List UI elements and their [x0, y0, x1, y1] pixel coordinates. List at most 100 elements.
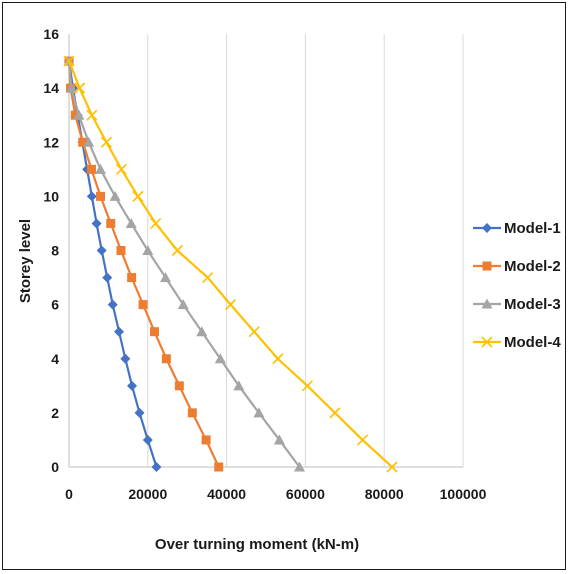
data-point-model-3: [293, 461, 305, 472]
x-marker-stroke: [171, 244, 183, 257]
data-point-model-4: [356, 434, 369, 446]
data-point-model-2: [127, 273, 137, 283]
data-point-model-4: [115, 163, 127, 175]
data-point-model-1: [151, 462, 162, 472]
y-tick-label: 10: [43, 188, 59, 204]
data-point-model-4: [301, 380, 313, 392]
series-lines: [63, 55, 398, 473]
series-model-4: [63, 55, 398, 473]
series-model-3: [63, 55, 305, 472]
series-line-model-4: [67, 60, 393, 468]
legend-item-model-1: Model-1: [473, 220, 561, 237]
data-point-model-2: [187, 408, 197, 418]
data-point-model-4: [100, 136, 112, 148]
y-tick-label: 0: [51, 459, 59, 475]
axes: [68, 34, 463, 468]
y-tick-label: 12: [43, 134, 59, 150]
data-point-model-4: [329, 407, 341, 419]
data-point-model-3: [65, 82, 77, 93]
x-marker-stroke: [301, 380, 313, 392]
series-line-model-2: [67, 60, 220, 468]
data-point-model-1: [114, 326, 125, 337]
x-marker-stroke: [63, 55, 75, 67]
data-point-model-4: [202, 271, 214, 284]
data-point-model-4: [386, 461, 398, 473]
x-tick-label: 40000: [207, 486, 246, 502]
legend-item-model-4: Model-4: [473, 334, 561, 351]
x-marker-stroke: [115, 163, 127, 175]
data-point-model-2: [201, 435, 211, 445]
data-point-model-3: [73, 109, 85, 120]
data-point-model-4: [132, 190, 144, 202]
data-point-model-3: [142, 245, 154, 255]
data-point-model-4: [248, 326, 260, 338]
data-point-model-2: [106, 218, 116, 228]
data-point-model-3: [109, 190, 121, 201]
data-point-model-2: [214, 462, 224, 472]
data-point-model-3: [160, 272, 172, 283]
x-tick-label: 0: [65, 486, 73, 502]
legend-label: Model-2: [504, 258, 561, 275]
x-marker-stroke: [132, 190, 144, 202]
data-point-model-4: [86, 109, 98, 121]
x-marker-stroke: [202, 271, 214, 284]
y-tick-label: 6: [51, 297, 59, 313]
series-line-model-3: [67, 60, 301, 468]
tick-labels: 0 20000 40000 60000 80000 100000 0 2 4 6 8 10 12 14 16: [43, 26, 486, 502]
data-point-model-2: [70, 110, 80, 120]
x-tick-label: 80000: [365, 486, 404, 502]
data-point-model-1: [96, 245, 107, 256]
data-point-model-1: [120, 353, 131, 364]
data-point-model-3: [83, 136, 95, 147]
data-point-model-4: [74, 82, 86, 94]
gridlines: [147, 34, 464, 467]
x-marker-stroke: [86, 109, 98, 121]
x-axis-title: Over turning moment (kN-m): [155, 536, 359, 553]
y-tick-label: 16: [43, 26, 59, 42]
data-point-model-1: [91, 218, 102, 229]
data-point-model-4: [272, 353, 284, 365]
data-point-model-2: [174, 381, 184, 391]
legend: Model-1 Model-2 Model-3 Model-4: [473, 220, 561, 351]
legend-marker: [482, 261, 492, 271]
data-point-model-1: [142, 434, 153, 445]
x-tick-label: 20000: [128, 486, 167, 502]
x-marker-stroke: [481, 336, 493, 348]
data-point-model-2: [78, 137, 88, 147]
data-point-model-3: [233, 380, 245, 391]
data-point-model-3: [253, 407, 265, 418]
x-marker-stroke: [272, 353, 284, 365]
overturning-moment-chart: 0 20000 40000 60000 80000 100000 0 2 4 6 8 10 12 14 16…: [17, 26, 561, 553]
data-point-model-4: [224, 299, 237, 311]
x-marker-stroke: [150, 217, 162, 230]
data-point-model-3: [95, 163, 107, 174]
y-tick-label: 4: [51, 351, 59, 367]
legend-label: Model-1: [504, 220, 561, 237]
x-marker-stroke: [329, 407, 341, 419]
x-marker-stroke: [248, 326, 260, 338]
x-marker-stroke: [100, 136, 112, 148]
legend-label: Model-4: [504, 334, 561, 351]
data-point-model-3: [125, 217, 137, 228]
legend-marker: [481, 298, 493, 309]
y-axis-title: Storey level: [17, 219, 34, 303]
data-point-model-4: [63, 55, 75, 67]
data-point-model-2: [96, 191, 106, 201]
data-point-model-2: [138, 300, 148, 310]
y-tick-label: 14: [43, 80, 59, 96]
y-tick-label: 2: [51, 405, 59, 421]
data-point-model-1: [134, 407, 145, 418]
y-tick-label: 8: [51, 243, 59, 259]
x-marker-stroke: [386, 461, 398, 473]
x-tick-label: 60000: [286, 486, 325, 502]
data-point-model-2: [161, 354, 171, 364]
chart-frame: 0 20000 40000 60000 80000 100000 0 2 4 6 8 10 12 14 16…: [2, 2, 566, 570]
legend-marker: [482, 223, 492, 233]
data-point-model-1: [127, 380, 138, 391]
data-point-model-1: [107, 299, 118, 310]
legend-item-model-2: Model-2: [473, 258, 561, 275]
data-point-model-4: [150, 217, 162, 230]
data-point-model-3: [273, 434, 285, 445]
data-point-model-2: [149, 327, 159, 337]
data-point-model-3: [214, 353, 226, 364]
